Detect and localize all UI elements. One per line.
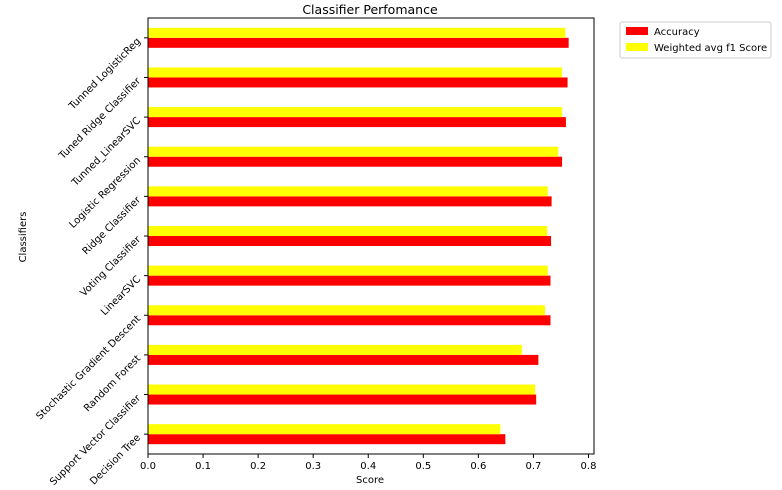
bar-f1	[148, 27, 566, 38]
x-tick-label: 0.0	[140, 461, 156, 472]
bar-accuracy	[148, 394, 537, 405]
y-tick-label: LinearSVC	[99, 274, 143, 318]
legend-swatch	[626, 43, 648, 51]
bar-f1	[148, 67, 563, 78]
bar-f1	[148, 186, 548, 197]
y-tick-label: Tunned_LinearSVC	[69, 115, 143, 189]
bar-accuracy	[148, 354, 539, 365]
bars-group	[148, 27, 569, 445]
chart-title: Classifier Perfomance	[302, 2, 438, 17]
bar-f1	[148, 384, 536, 395]
bar-f1	[148, 265, 548, 276]
legend-swatch	[626, 27, 648, 35]
bar-f1	[148, 146, 559, 157]
bar-accuracy	[148, 117, 566, 128]
bar-accuracy	[148, 434, 506, 445]
x-tick-label: 0.8	[581, 461, 597, 472]
bar-f1	[148, 424, 501, 435]
y-tick-label: Logistic Regression	[68, 155, 144, 231]
y-axis-label: Classifiers	[18, 212, 29, 263]
x-tick-label: 0.6	[470, 461, 486, 472]
legend-label: Accuracy	[654, 27, 700, 38]
bar-accuracy	[148, 37, 569, 48]
bar-accuracy	[148, 275, 551, 286]
y-tick-label: Tunned LogisticReg	[67, 36, 144, 113]
bar-accuracy	[148, 236, 552, 246]
x-tick-label: 0.4	[360, 461, 376, 472]
x-tick-label: 0.2	[250, 461, 266, 472]
legend: Accuracy Weighted avg f1 Score	[619, 21, 772, 59]
bar-f1	[148, 344, 522, 355]
bar-f1	[148, 226, 548, 236]
x-tick-label: 0.5	[415, 461, 431, 472]
x-tick-label: 0.3	[305, 461, 321, 472]
x-axis-label: Score	[356, 475, 384, 486]
x-axis: 0.0 0.1 0.2 0.3 0.4 0.5 0.6 0.7 0.8	[140, 454, 596, 472]
bar-accuracy	[148, 156, 563, 167]
bar-f1	[148, 107, 563, 118]
bar-f1	[148, 305, 545, 316]
x-tick-label: 0.7	[525, 461, 541, 472]
bar-accuracy	[148, 196, 552, 207]
x-tick-label: 0.1	[195, 461, 211, 472]
bar-accuracy	[148, 315, 551, 326]
legend-frame	[619, 21, 772, 59]
legend-label: Weighted avg f1 Score	[654, 43, 767, 54]
bar-accuracy	[148, 77, 568, 88]
